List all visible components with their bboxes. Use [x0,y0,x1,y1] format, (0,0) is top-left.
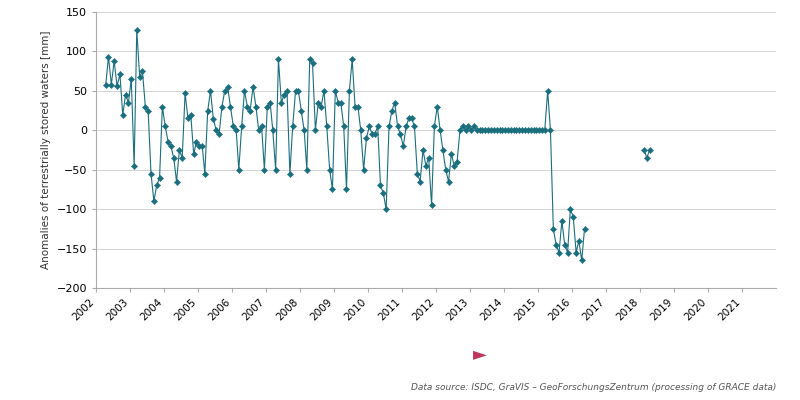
Text: ►: ► [473,345,487,363]
Legend: Deviation of the entire terrestrially stored water masses from the
long-term mea: Deviation of the entire terrestrially st… [115,398,516,400]
Y-axis label: Anomalies of terrestrially stored waters [mm]: Anomalies of terrestrially stored waters… [41,31,51,269]
Text: Data source: ISDC, GraVIS – GeoForschungsZentrum (processing of GRACE data): Data source: ISDC, GraVIS – GeoForschung… [410,383,776,392]
